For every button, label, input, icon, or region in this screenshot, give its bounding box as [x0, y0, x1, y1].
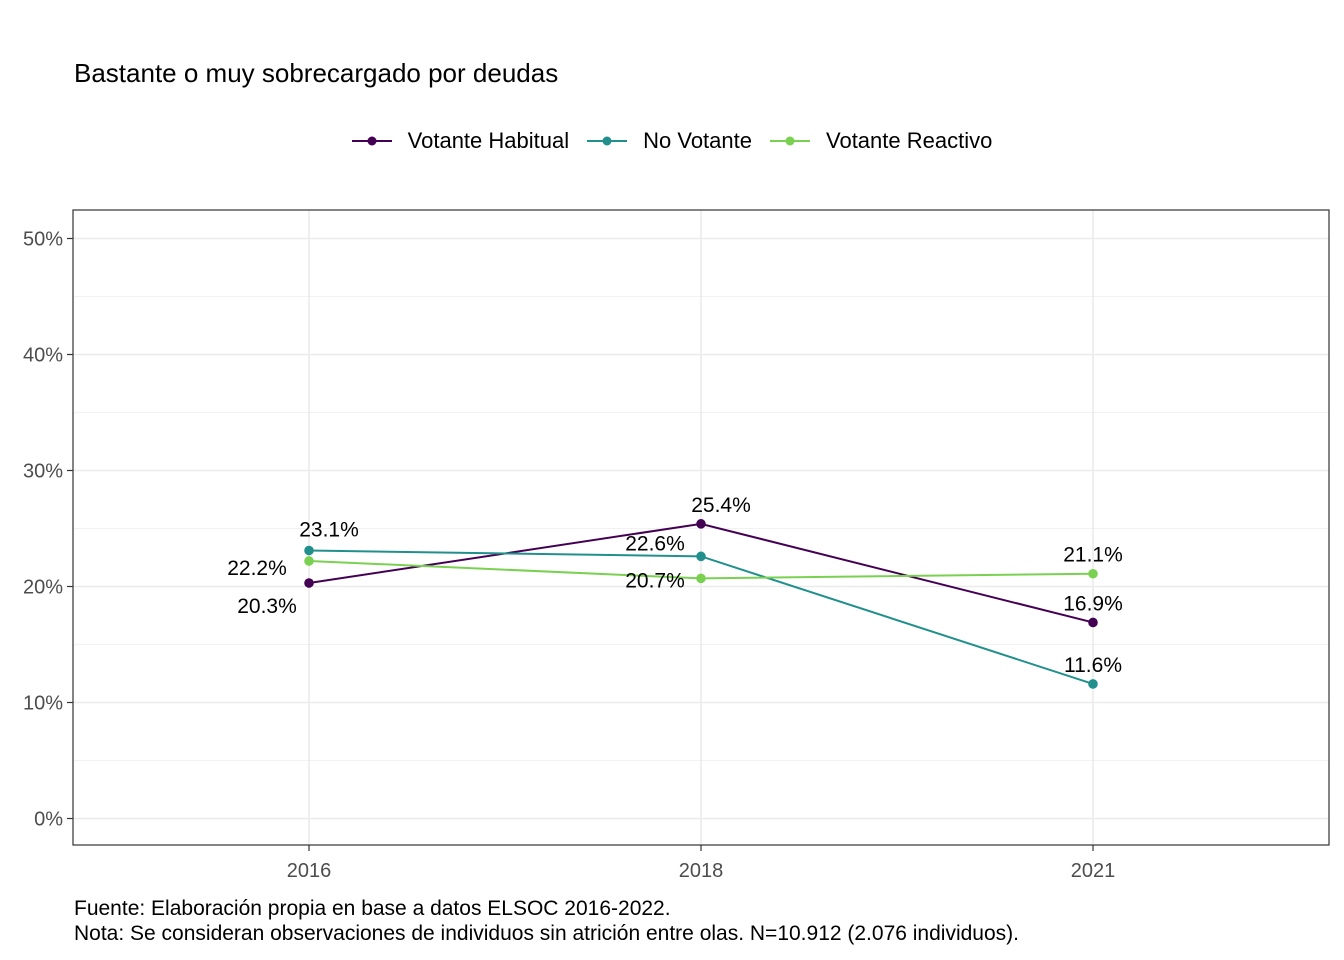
data-labels: 20.3% 25.4% 16.9% 23.1% 22.6% 11.6% 22.2% 20.7%…	[227, 494, 1123, 677]
chart-title: Bastante o muy sobrecargado por deudas	[74, 58, 559, 88]
data-point	[696, 519, 706, 529]
gridlines	[73, 210, 1329, 845]
data-point	[696, 551, 706, 562]
legend-item-votante-reactivo: Votante Reactivo	[770, 128, 992, 154]
legend-key-no-votante	[587, 136, 628, 146]
legend-label: Votante Habitual	[407, 128, 570, 153]
data-label: 23.1%	[299, 519, 359, 542]
y-tick-label: 20%	[23, 577, 63, 599]
data-point	[1088, 679, 1098, 689]
x-tick-label: 2021	[1071, 860, 1116, 882]
x-tick-label: 2016	[287, 860, 332, 882]
data-label: 22.2%	[227, 557, 287, 580]
caption: Fuente: Elaboración propia en base a dat…	[74, 896, 1019, 946]
series	[304, 519, 1098, 689]
data-point	[304, 556, 314, 566]
data-label: 21.1%	[1063, 544, 1123, 567]
legend-key-votante-reactivo	[770, 136, 810, 146]
legend-label: No Votante	[643, 128, 752, 153]
data-label: 22.6%	[625, 532, 685, 555]
y-tick-label: 10%	[23, 693, 63, 715]
data-label: 20.3%	[237, 595, 297, 618]
caption-note: Nota: Se consideran observaciones de ind…	[74, 922, 1019, 945]
axes: 0% 10% 20% 30% 40% 50% 2016 2018 2021	[23, 209, 1330, 882]
data-point	[1088, 617, 1098, 628]
y-tick-label: 40%	[23, 345, 63, 367]
data-label: 11.6%	[1064, 654, 1122, 677]
data-label: 25.4%	[691, 494, 751, 517]
y-tick-label: 30%	[23, 461, 63, 483]
caption-source: Fuente: Elaboración propia en base a dat…	[74, 897, 671, 920]
data-label: 16.9%	[1063, 592, 1123, 615]
y-tick-label: 50%	[23, 229, 63, 251]
y-tick-label: 0%	[34, 809, 63, 831]
data-point	[696, 573, 706, 584]
legend-item-no-votante: No Votante	[587, 128, 752, 154]
legend-key-votante-habitual	[351, 136, 392, 146]
data-point	[1088, 568, 1098, 579]
data-point	[304, 578, 314, 588]
legend: Votante Habitual No Votante Votante Reac…	[0, 128, 1344, 154]
legend-item-votante-habitual: Votante Habitual	[351, 128, 570, 154]
legend-label: Votante Reactivo	[826, 128, 993, 153]
data-label: 20.7%	[625, 569, 685, 592]
x-tick-label: 2018	[679, 860, 724, 882]
data-point	[304, 545, 314, 556]
